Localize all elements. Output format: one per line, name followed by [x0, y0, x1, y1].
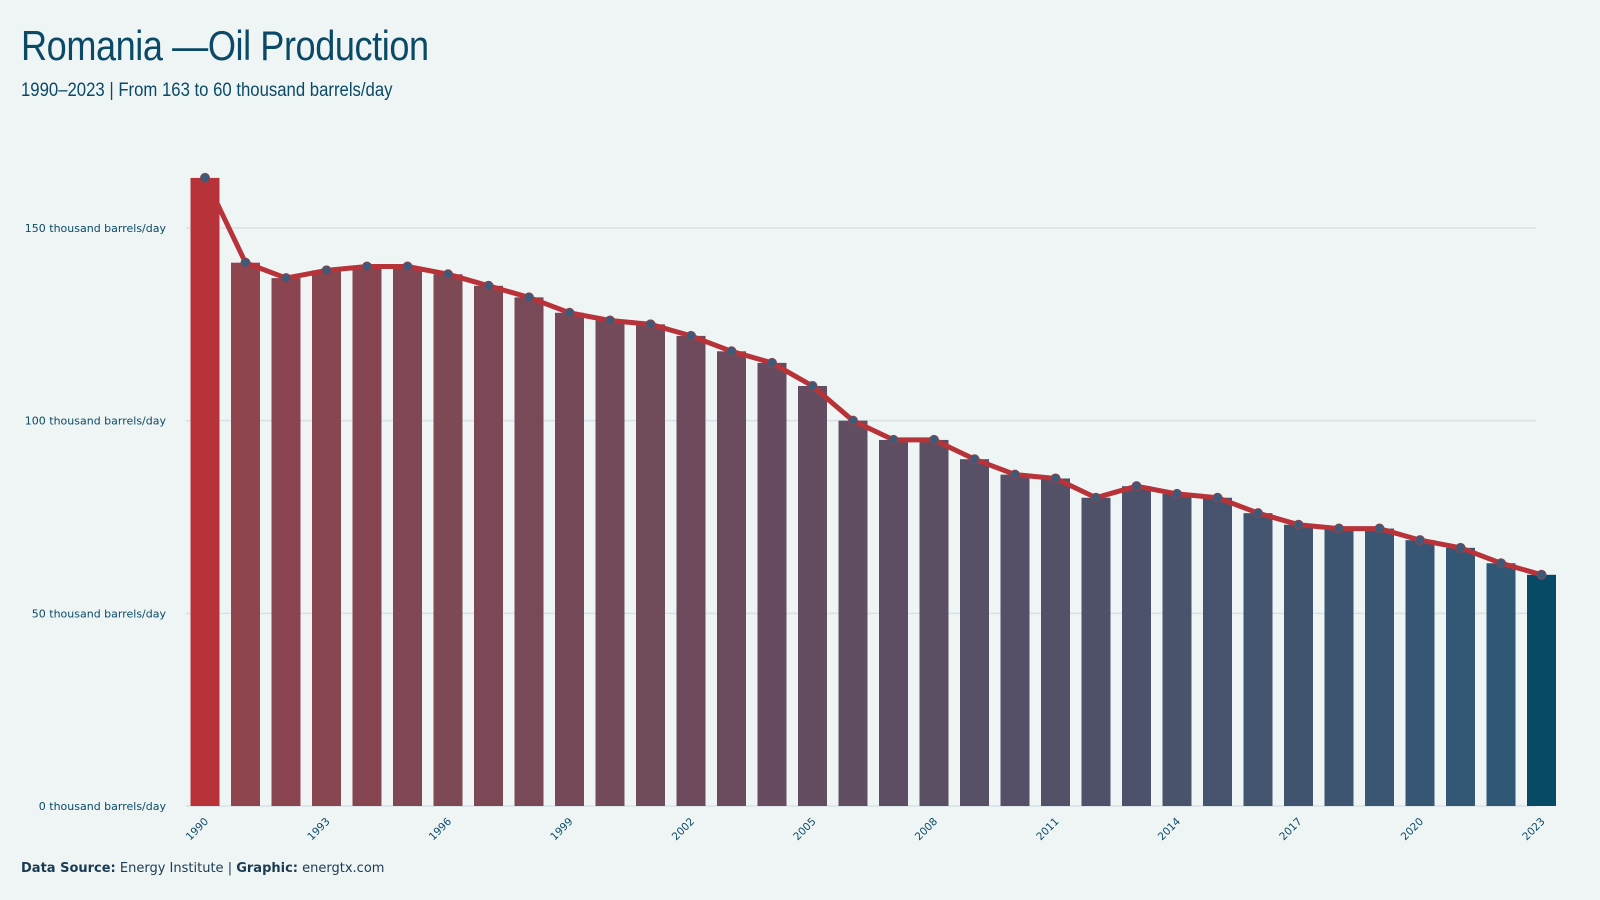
marker-2019 — [1374, 523, 1385, 534]
x-tick-label: 2014 — [1156, 815, 1184, 843]
bar-2023 — [1527, 574, 1556, 806]
chart-title: Romania —Oil Production — [21, 22, 429, 69]
marker-1996 — [443, 269, 453, 280]
bar-2002 — [676, 335, 706, 806]
bar-2005 — [798, 385, 827, 806]
marker-1998 — [524, 292, 534, 303]
marker-2017 — [1293, 519, 1304, 530]
marker-2010 — [1010, 469, 1020, 480]
bar-2018 — [1324, 528, 1354, 806]
marker-2013 — [1131, 481, 1142, 492]
marker-2014 — [1172, 488, 1182, 499]
marker-2023 — [1536, 569, 1547, 580]
marker-1994 — [362, 261, 372, 272]
marker-2001 — [645, 319, 656, 330]
bar-2008 — [919, 439, 949, 806]
x-tick-label: 2017 — [1277, 816, 1304, 843]
bar-2004 — [757, 362, 787, 806]
marker-1990 — [200, 172, 210, 183]
footer-separator: | — [227, 861, 233, 876]
marker-2011 — [1050, 473, 1061, 484]
bar-1996 — [433, 274, 463, 806]
bar-2001 — [636, 324, 665, 806]
marker-1995 — [402, 261, 413, 272]
marker-2008 — [929, 434, 939, 445]
bar-2009 — [960, 459, 989, 806]
x-tick-label: 1993 — [305, 816, 332, 843]
bar-2012 — [1081, 497, 1111, 806]
bar-2017 — [1284, 524, 1313, 806]
marker-1991 — [240, 257, 251, 268]
bar-1999 — [555, 312, 584, 806]
marker-2004 — [767, 357, 777, 368]
x-tick-label: 1999 — [548, 816, 575, 843]
bar-1991 — [231, 262, 260, 806]
y-tick-label: 100 thousand barrels/day — [25, 415, 167, 428]
bar-2016 — [1243, 513, 1273, 806]
marker-2003 — [726, 346, 737, 357]
marker-2016 — [1253, 508, 1263, 519]
bar-2020 — [1405, 540, 1435, 806]
trend-line — [202, 175, 1544, 578]
marker-2022 — [1496, 558, 1506, 569]
x-tick-label: 2008 — [913, 816, 940, 843]
bar-2015 — [1203, 497, 1232, 806]
x-tick-label: 2002 — [670, 816, 697, 843]
chart-subtitle: 1990–2023 | From 163 to 60 thousand barr… — [21, 80, 393, 101]
bar-2010 — [1000, 474, 1030, 806]
bar-2011 — [1041, 478, 1070, 806]
marker-1997 — [483, 280, 494, 291]
marker-2002 — [686, 330, 696, 341]
bar-2000 — [595, 320, 625, 806]
marker-2007 — [888, 434, 899, 445]
bar-1998 — [514, 297, 544, 806]
bar-2007 — [879, 439, 908, 806]
bar-1990 — [190, 177, 220, 806]
graphic-label: Graphic: — [236, 861, 298, 876]
marker-1993 — [321, 265, 332, 276]
bar-1997 — [474, 285, 503, 806]
x-tick-label: 1996 — [427, 815, 455, 843]
marker-1999 — [564, 307, 575, 318]
x-tick-label: 2023 — [1520, 816, 1547, 843]
y-tick-label: 50 thousand barrels/day — [32, 607, 167, 620]
y-tick-label: 0 thousand barrels/day — [39, 800, 167, 813]
bar-1992 — [271, 278, 301, 806]
source-value: Energy Institute — [119, 861, 224, 876]
marker-1992 — [281, 273, 291, 284]
graphic-value: energtx.com — [302, 861, 385, 876]
x-tick-label: 1990 — [184, 816, 211, 843]
bar-2006 — [838, 420, 868, 806]
bar-2022 — [1486, 563, 1516, 806]
x-tick-label: 2011 — [1034, 816, 1061, 843]
marker-2000 — [605, 315, 615, 326]
bar-2013 — [1122, 486, 1151, 806]
marker-2020 — [1415, 535, 1425, 546]
source-label: Data Source: — [21, 861, 116, 876]
bar-1994 — [352, 266, 382, 806]
bar-2014 — [1162, 493, 1192, 806]
marker-2005 — [807, 380, 818, 391]
marker-2006 — [848, 415, 858, 426]
bar-2021 — [1446, 547, 1475, 806]
bar-2019 — [1365, 528, 1394, 806]
marker-2009 — [969, 454, 980, 465]
marker-2012 — [1091, 492, 1101, 503]
marker-2015 — [1212, 492, 1223, 503]
x-tick-label: 2005 — [791, 816, 818, 843]
bar-2003 — [717, 351, 746, 806]
y-tick-label: 150 thousand barrels/day — [25, 222, 167, 235]
footer: Data Source: Energy Institute | Graphic:… — [21, 861, 384, 876]
bar-1993 — [312, 270, 341, 806]
marker-2018 — [1334, 523, 1344, 534]
bar-1995 — [393, 266, 422, 806]
x-tick-label: 2020 — [1399, 816, 1426, 843]
marker-2021 — [1455, 542, 1466, 553]
